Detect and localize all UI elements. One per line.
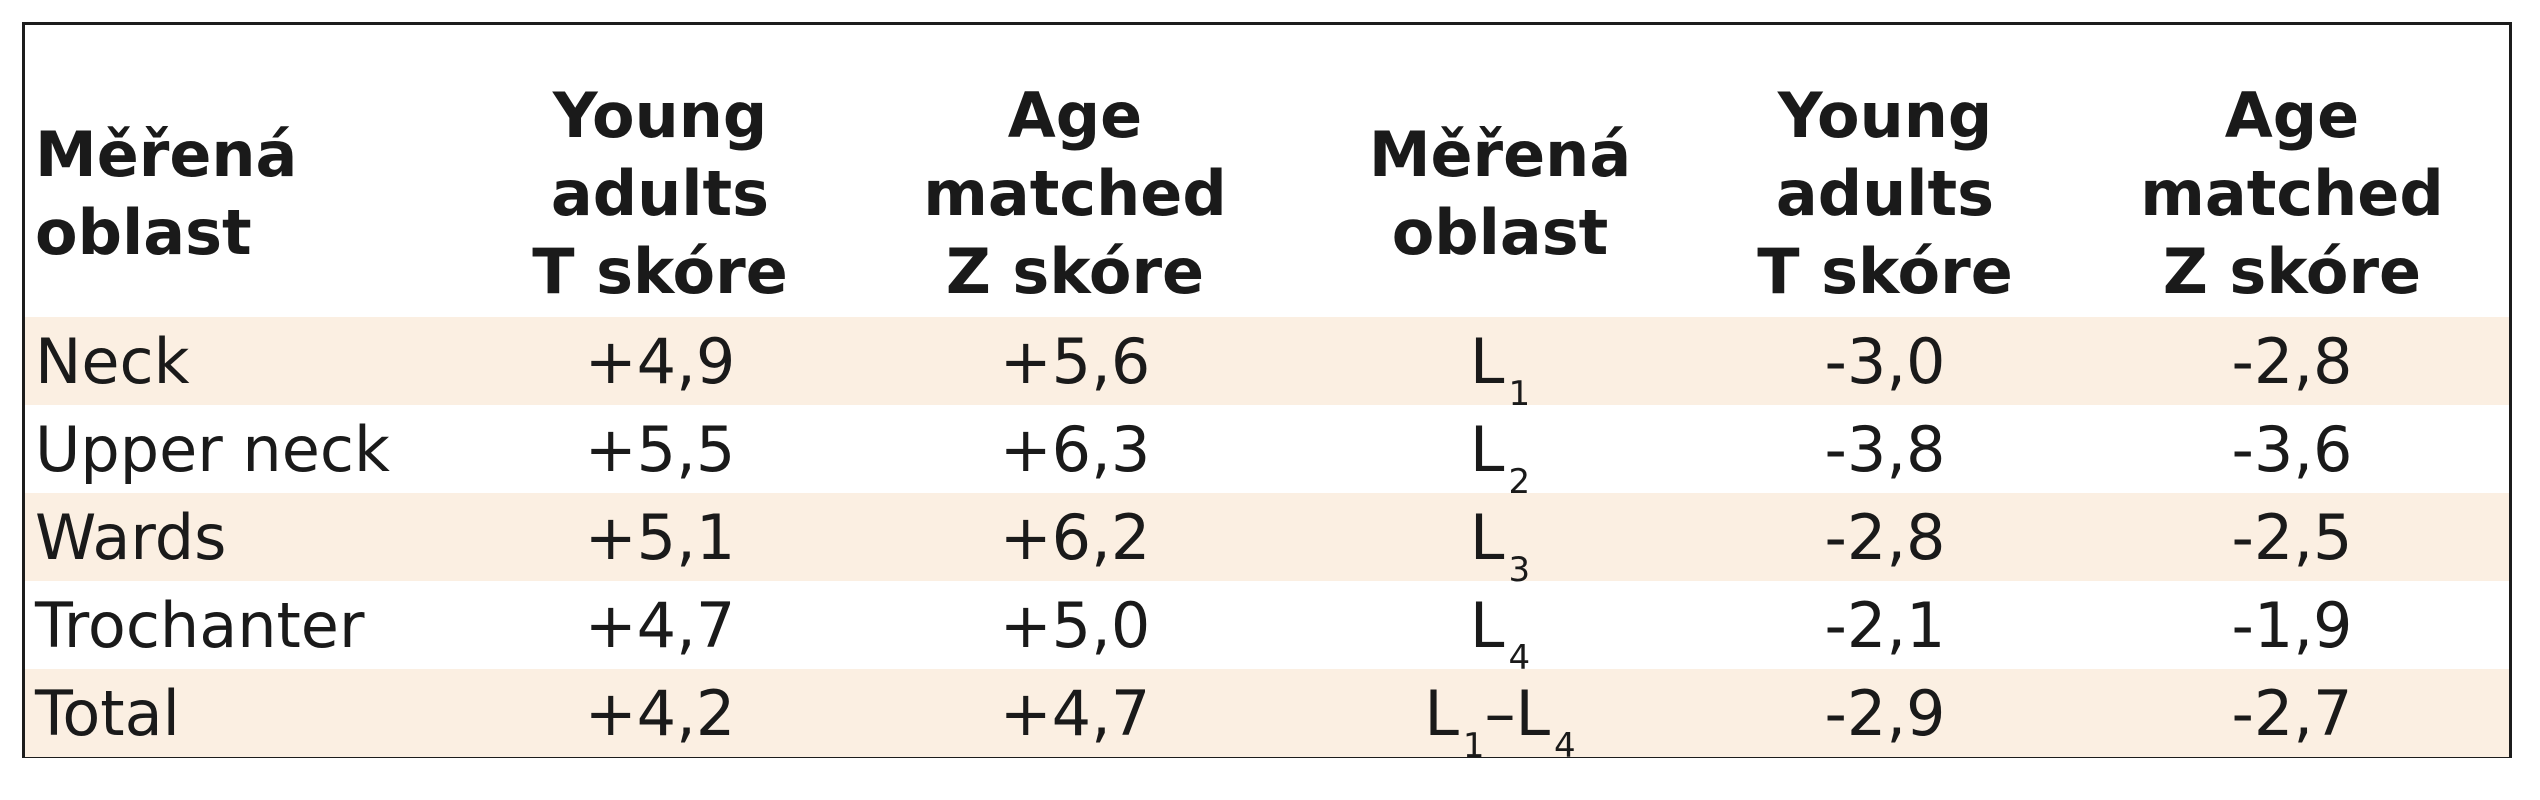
- z-score-cell: +4,7: [845, 669, 1305, 757]
- z-score-cell: -1,9: [2231, 588, 2353, 662]
- header-t-score-spine: Young adults T skóre: [1757, 79, 2013, 308]
- z-score-cell: -2,7: [2075, 669, 2509, 757]
- table-row: Total +4,2 +4,7 L 1–L 4 -2,9 -2,7: [25, 669, 2509, 766]
- z-score-cell: -2,8: [2075, 317, 2509, 405]
- header-row: Měřená oblast Young adults T skóre Age match…: [25, 71, 2509, 317]
- region-cell: Neck: [25, 317, 475, 405]
- region-cell: Trochanter: [35, 588, 365, 662]
- vertebra-range-cell: L 1–L 4: [1305, 669, 1695, 766]
- table-frame: Měřená oblast Young adults T skóre Age match…: [22, 22, 2512, 766]
- header-z-score-spine: Age matched Z skóre: [2140, 79, 2444, 308]
- header-region-spine: Měřená oblast: [1368, 118, 1632, 269]
- z-score-cell: -2,5: [2075, 493, 2509, 581]
- z-score-cell: +5,6: [845, 317, 1305, 405]
- z-score-cell: -3,6: [2231, 412, 2353, 486]
- t-score-cell: +5,1: [475, 493, 845, 581]
- region-cell: Total: [25, 669, 475, 757]
- t-score-cell: -2,8: [1695, 493, 2075, 581]
- header-z-score-hip: Age matched Z skóre: [923, 79, 1227, 308]
- z-score-cell: +6,3: [999, 412, 1151, 486]
- bone-density-table: Měřená oblast Young adults T skóre Age match…: [25, 71, 2509, 766]
- t-score-cell: +5,5: [584, 412, 736, 486]
- header-t-score-hip: Young adults T skóre: [532, 79, 788, 308]
- z-score-cell: +5,0: [999, 588, 1151, 662]
- region-cell: Wards: [25, 493, 475, 581]
- region-cell: Upper neck: [35, 412, 390, 486]
- t-score-cell: +4,9: [475, 317, 845, 405]
- t-score-cell: -2,9: [1695, 669, 2075, 757]
- t-score-cell: -3,8: [1824, 412, 1946, 486]
- t-score-cell: +4,7: [584, 588, 736, 662]
- t-score-cell: -2,1: [1824, 588, 1946, 662]
- t-score-cell: +4,2: [475, 669, 845, 757]
- z-score-cell: +6,2: [845, 493, 1305, 581]
- t-score-cell: -3,0: [1695, 317, 2075, 405]
- header-region-hip: Měřená oblast: [35, 118, 298, 269]
